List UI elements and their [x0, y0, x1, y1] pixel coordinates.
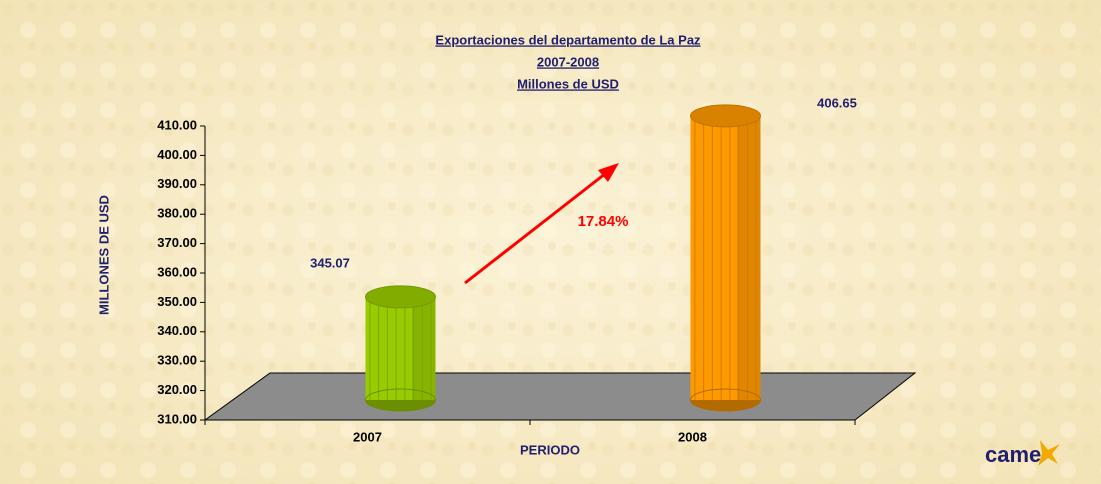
- y-tick-label: 370.00: [157, 235, 197, 250]
- y-tick-label: 410.00: [157, 117, 197, 132]
- logo-star: [1038, 440, 1060, 466]
- y-tick-label: 310.00: [157, 411, 197, 426]
- value-label: 406.65: [817, 95, 857, 110]
- bar-shadow: [737, 115, 761, 400]
- y-tick-label: 320.00: [157, 382, 197, 397]
- y-tick-label: 380.00: [157, 206, 197, 221]
- y-tick-label: 340.00: [157, 323, 197, 338]
- floor: [203, 372, 917, 421]
- bar-top: [690, 104, 761, 128]
- y-tick-label: 400.00: [157, 147, 197, 162]
- y-axis-label: MILLONES DE USD: [96, 195, 111, 315]
- arrow-head: [598, 163, 619, 182]
- y-tick-label: 390.00: [157, 176, 197, 191]
- y-tick-label: 330.00: [157, 353, 197, 368]
- bar-shadow: [412, 296, 436, 400]
- annotation: 17.84%: [578, 213, 629, 230]
- chart-subtitle: Millones de USD: [517, 76, 619, 91]
- chart-title: Exportaciones del departamento de La Paz: [435, 32, 701, 47]
- arrow: [464, 168, 611, 285]
- bar-base-front: [365, 388, 436, 412]
- bar: [365, 285, 436, 412]
- value-label: 345.07: [310, 255, 350, 270]
- bar: [690, 104, 761, 412]
- bar-top: [365, 285, 436, 309]
- y-tick-label: 350.00: [157, 294, 197, 309]
- x-tick-label: 2008: [678, 429, 707, 444]
- bar-base-front: [690, 388, 761, 412]
- chart-subtitle: 2007-2008: [537, 54, 599, 69]
- y-tick-label: 360.00: [157, 264, 197, 279]
- x-axis-label: PERIODO: [520, 442, 580, 457]
- logo: came: [985, 442, 1041, 467]
- x-tick-label: 2007: [353, 429, 382, 444]
